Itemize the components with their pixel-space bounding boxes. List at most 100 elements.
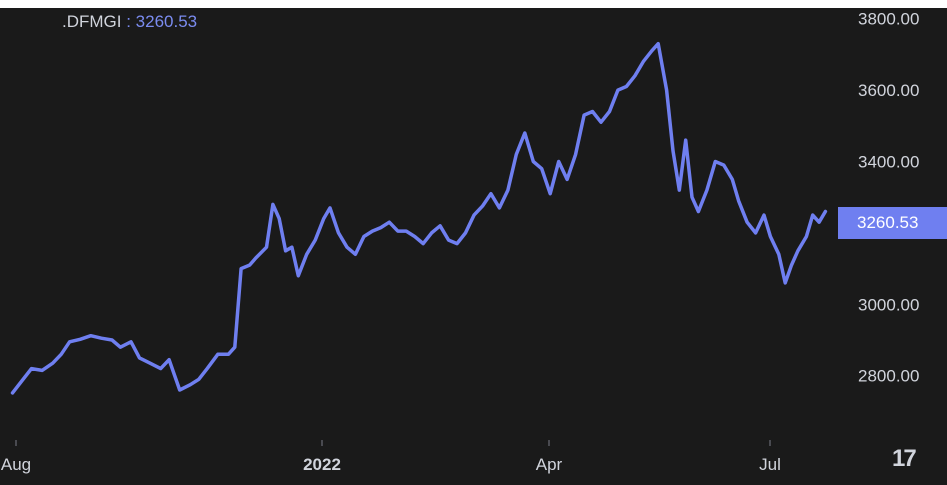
data-point bbox=[540, 167, 544, 171]
data-point bbox=[548, 192, 552, 196]
data-point bbox=[608, 110, 612, 114]
tradingview-logo[interactable]: 17 bbox=[892, 445, 917, 472]
y-tick-label: 3800.00 bbox=[858, 10, 919, 29]
data-point bbox=[11, 391, 15, 395]
data-point bbox=[138, 356, 142, 360]
data-point bbox=[777, 252, 781, 256]
chart-legend: .DFMGI : 3260.53 bbox=[62, 12, 197, 32]
data-point bbox=[216, 352, 220, 356]
data-point bbox=[641, 60, 645, 64]
x-tick-label: Jul bbox=[759, 455, 781, 474]
legend-symbol: .DFMGI bbox=[62, 12, 122, 31]
data-point bbox=[68, 340, 72, 344]
data-point bbox=[313, 238, 317, 242]
data-point bbox=[51, 361, 55, 365]
data-point bbox=[804, 235, 808, 239]
data-point bbox=[523, 131, 527, 135]
data-point bbox=[722, 163, 726, 167]
data-point bbox=[284, 249, 288, 253]
data-point bbox=[696, 210, 700, 214]
data-point bbox=[438, 224, 442, 228]
data-point bbox=[690, 195, 694, 199]
data-point bbox=[233, 345, 237, 349]
data-point bbox=[671, 149, 675, 153]
data-point bbox=[656, 42, 660, 46]
data-point bbox=[447, 238, 451, 242]
data-point bbox=[650, 49, 654, 53]
data-point bbox=[677, 188, 681, 192]
last-price-tag: 3260.53 bbox=[838, 207, 947, 239]
data-point bbox=[59, 352, 63, 356]
data-point bbox=[322, 217, 326, 221]
data-point bbox=[796, 249, 800, 253]
legend-last-value: 3260.53 bbox=[135, 12, 198, 31]
data-point bbox=[129, 340, 133, 344]
x-tick-label: Aug bbox=[1, 455, 31, 474]
y-tick-label: 3600.00 bbox=[858, 81, 919, 100]
data-point bbox=[762, 213, 766, 217]
data-point bbox=[489, 192, 493, 196]
data-point bbox=[464, 231, 468, 235]
data-point bbox=[737, 199, 741, 203]
data-point bbox=[684, 138, 688, 142]
chart-panel[interactable]: 2800.003000.003200.003400.003600.003800.… bbox=[0, 8, 947, 485]
data-point bbox=[205, 367, 209, 371]
data-point bbox=[271, 202, 275, 206]
data-point bbox=[599, 120, 603, 124]
data-point bbox=[421, 242, 425, 246]
data-point bbox=[30, 367, 34, 371]
data-point bbox=[370, 229, 374, 233]
data-point bbox=[379, 226, 383, 230]
data-point bbox=[497, 206, 501, 210]
data-point bbox=[531, 160, 535, 164]
data-point bbox=[817, 220, 821, 224]
data-point bbox=[99, 336, 103, 340]
data-point bbox=[89, 334, 93, 338]
data-point bbox=[413, 235, 417, 239]
data-point bbox=[633, 74, 637, 78]
data-point bbox=[665, 88, 669, 92]
data-point bbox=[337, 231, 341, 235]
y-tick-label: 2800.00 bbox=[858, 367, 919, 386]
series-line-dfmgi[interactable] bbox=[10, 41, 828, 395]
data-point bbox=[472, 213, 476, 217]
data-point bbox=[345, 245, 349, 249]
data-point bbox=[404, 229, 408, 233]
data-point bbox=[557, 160, 561, 164]
y-tick-label: 3400.00 bbox=[858, 153, 919, 172]
data-point bbox=[574, 152, 578, 156]
data-point bbox=[783, 281, 787, 285]
data-point bbox=[705, 188, 709, 192]
data-point bbox=[353, 252, 357, 256]
data-point bbox=[455, 242, 459, 246]
data-point bbox=[506, 188, 510, 192]
data-point bbox=[197, 377, 201, 381]
y-tick-label: 3000.00 bbox=[858, 295, 919, 314]
legend-separator: : bbox=[121, 12, 136, 31]
chart-canvas[interactable]: 2800.003000.003200.003400.003600.003800.… bbox=[0, 8, 947, 485]
data-point bbox=[188, 383, 192, 387]
data-point bbox=[248, 263, 252, 267]
data-point bbox=[290, 245, 294, 249]
data-point bbox=[254, 256, 258, 260]
data-point bbox=[616, 88, 620, 92]
data-point bbox=[226, 352, 230, 356]
data-point bbox=[768, 235, 772, 239]
data-point bbox=[387, 220, 391, 224]
top-header-strip bbox=[0, 0, 947, 8]
data-point bbox=[790, 263, 794, 267]
data-point bbox=[582, 113, 586, 117]
data-point bbox=[148, 361, 152, 365]
data-point bbox=[565, 177, 569, 181]
data-point bbox=[430, 231, 434, 235]
data-point bbox=[713, 160, 717, 164]
data-point bbox=[624, 85, 628, 89]
data-point bbox=[178, 388, 182, 392]
data-point bbox=[396, 229, 400, 233]
x-tick-label: 2022 bbox=[303, 455, 341, 474]
x-tick-label: Apr bbox=[536, 455, 563, 474]
data-point bbox=[167, 358, 171, 362]
data-point bbox=[265, 245, 269, 249]
data-point bbox=[745, 220, 749, 224]
data-point bbox=[110, 338, 114, 342]
